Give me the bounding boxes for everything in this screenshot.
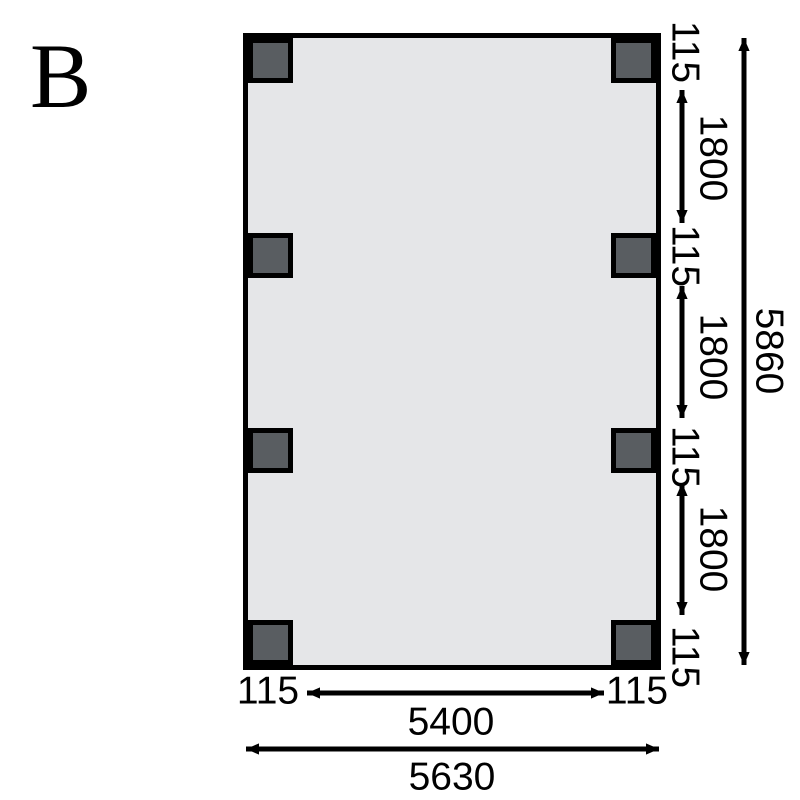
dim-label-gap-1800-1: 1800 [691,114,735,202]
post-mid-lower-left [248,428,293,473]
dim-label-gap-1800-3: 1800 [691,505,735,593]
post-mid-lower-right [611,428,656,473]
post-mid-upper-left [248,233,293,278]
dim-label-post-115-3: 115 [663,425,707,489]
dim-label-span-width: 5400 [407,700,495,744]
post-top-right [611,38,656,83]
post-top-left [248,38,293,83]
post-mid-upper-right [611,233,656,278]
dim-label-total-width: 5630 [408,755,496,799]
dim-label-total-height: 5860 [747,307,791,395]
dim-label-gap-1800-2: 1800 [691,313,735,401]
dim-label-offset-left: 115 [236,669,300,713]
plan-label: B [30,25,92,127]
dim-label-post-115-4: 115 [663,625,707,689]
post-bottom-left [248,620,293,665]
dim-label-post-115-1: 115 [663,20,707,84]
dim-label-post-115-2: 115 [663,224,707,288]
slab-outline [243,33,661,670]
dim-label-offset-right: 115 [605,669,669,713]
post-bottom-right [611,620,656,665]
